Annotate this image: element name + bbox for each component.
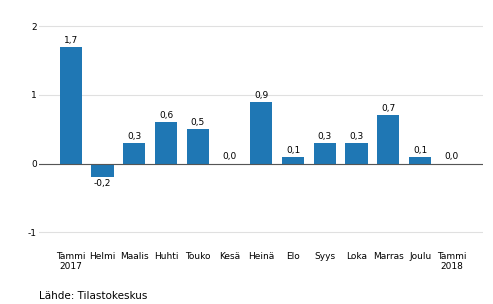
Bar xyxy=(155,122,177,164)
Bar xyxy=(60,47,82,164)
Bar xyxy=(409,157,431,164)
Text: 0,6: 0,6 xyxy=(159,111,173,120)
Text: 0,0: 0,0 xyxy=(445,152,459,161)
Text: 0,3: 0,3 xyxy=(317,132,332,141)
Bar xyxy=(377,116,399,164)
Text: 0,3: 0,3 xyxy=(127,132,141,141)
Text: 0,7: 0,7 xyxy=(381,104,395,113)
Bar xyxy=(314,143,336,164)
Bar xyxy=(346,143,368,164)
Text: -0,2: -0,2 xyxy=(94,179,111,188)
Bar xyxy=(187,129,209,164)
Text: 0,1: 0,1 xyxy=(413,146,427,155)
Bar xyxy=(91,164,113,177)
Bar xyxy=(282,157,304,164)
Text: 0,5: 0,5 xyxy=(191,118,205,127)
Text: 0,3: 0,3 xyxy=(350,132,364,141)
Text: Lähde: Tilastokeskus: Lähde: Tilastokeskus xyxy=(39,291,148,301)
Text: 0,0: 0,0 xyxy=(222,152,237,161)
Bar xyxy=(123,143,145,164)
Text: 0,9: 0,9 xyxy=(254,91,268,100)
Text: 0,1: 0,1 xyxy=(286,146,300,155)
Text: 1,7: 1,7 xyxy=(64,36,78,45)
Bar xyxy=(250,102,273,164)
